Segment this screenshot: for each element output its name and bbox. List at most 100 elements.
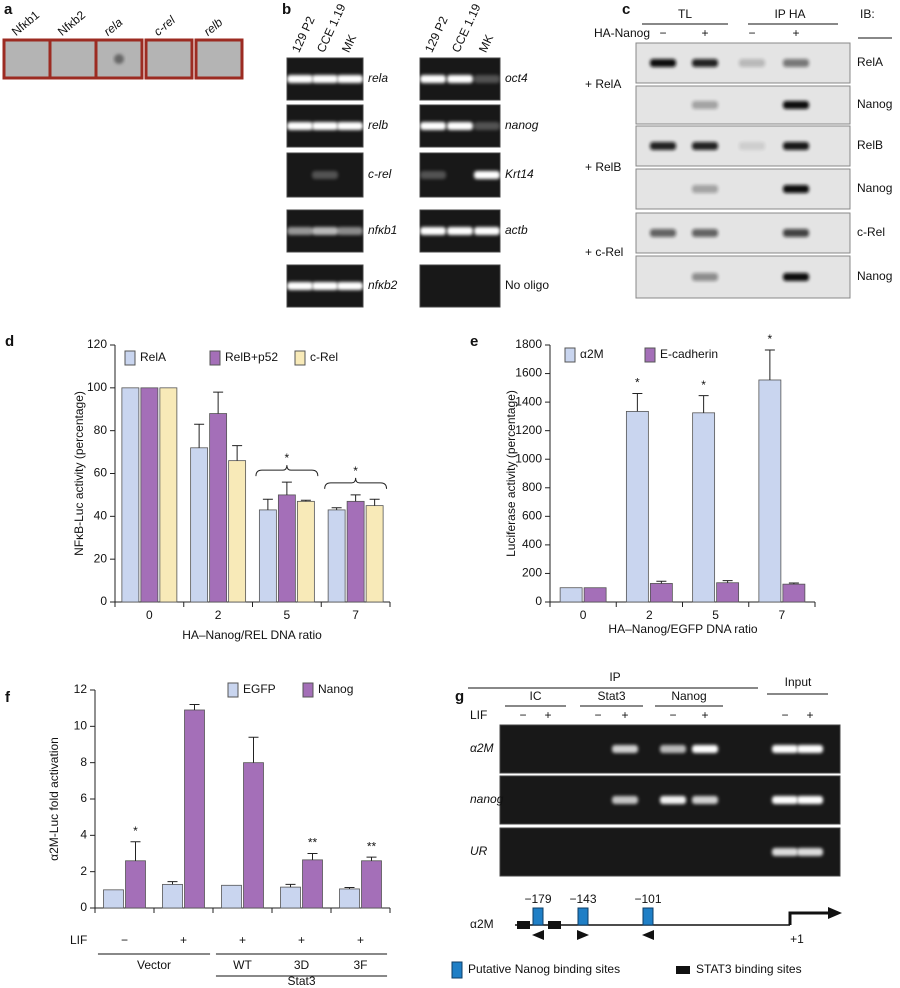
band <box>337 282 363 290</box>
error-bar <box>189 704 200 710</box>
error-bar <box>344 886 355 889</box>
sign: + <box>806 708 813 722</box>
band <box>772 745 798 753</box>
bar <box>280 886 301 909</box>
blot-label: RelB <box>857 138 883 152</box>
error-bar <box>366 856 377 861</box>
x-tick-label: 7 <box>352 608 359 622</box>
y-tick-label: 120 <box>87 337 107 351</box>
y-tick-label: 200 <box>522 566 542 580</box>
legend-label: E-cadherin <box>660 347 718 361</box>
band <box>287 282 313 290</box>
x-axis-label: HA–Nanog/REL DNA ratio <box>182 628 322 642</box>
bar <box>209 413 228 603</box>
x-tick-label: 0 <box>146 608 153 622</box>
y-tick-label: 80 <box>94 423 108 437</box>
band <box>783 101 809 109</box>
blot <box>635 255 851 299</box>
lif-label: LIF <box>470 708 487 722</box>
blot <box>635 168 851 210</box>
bar <box>125 860 146 909</box>
y-tick-label: 100 <box>87 380 107 394</box>
annotation: ** <box>367 839 377 853</box>
gene-label: nfκb1 <box>368 223 397 237</box>
bar <box>190 447 209 603</box>
bar <box>625 410 649 603</box>
band <box>287 122 313 130</box>
sign: + <box>701 26 708 40</box>
bar <box>277 494 296 603</box>
input-label: Input <box>785 675 812 689</box>
bar <box>692 412 716 603</box>
array-spot <box>48 38 98 80</box>
gel <box>499 827 841 877</box>
y-tick-label: 1600 <box>515 366 542 380</box>
bar <box>758 379 782 603</box>
group-label: IP HA <box>774 7 805 21</box>
site-label: −143 <box>569 892 596 906</box>
spot-signal <box>114 54 124 64</box>
panel-letter: c <box>622 1 630 18</box>
site-label: −179 <box>524 892 551 906</box>
tss-head <box>828 907 842 919</box>
gene-label: relb <box>201 15 226 39</box>
error-bar <box>248 736 259 763</box>
gene-label: nfκb2 <box>368 278 398 292</box>
panel-letter: b <box>282 1 291 18</box>
lif-label: LIF <box>70 933 87 947</box>
y-tick-label: 60 <box>94 466 108 480</box>
y-tick-label: 2 <box>80 864 87 878</box>
error-bar <box>300 499 311 502</box>
band <box>447 75 473 83</box>
antibody-label: IC <box>530 689 542 703</box>
lane-label: MK <box>339 32 359 54</box>
bar <box>339 888 360 909</box>
error-bar <box>632 393 643 412</box>
band <box>783 229 809 237</box>
legend-swatch <box>564 347 576 363</box>
error-bar <box>764 349 775 380</box>
band <box>287 227 313 235</box>
sign: − <box>594 708 601 722</box>
band <box>650 229 676 237</box>
legend-swatch <box>676 966 690 974</box>
annotation: * <box>353 464 358 478</box>
row-label: α2M <box>470 741 494 755</box>
y-tick-label: 0 <box>100 594 107 608</box>
bar <box>782 583 806 603</box>
legend-label: Nanog <box>318 682 353 696</box>
antibody-label: Stat3 <box>597 689 625 703</box>
bar <box>221 884 242 909</box>
legend-swatch <box>209 350 221 366</box>
sign: + <box>239 933 246 947</box>
band <box>797 745 823 753</box>
bar <box>140 387 159 603</box>
band <box>337 227 363 235</box>
annotation: * <box>701 378 706 392</box>
y-tick-label: 6 <box>80 791 87 805</box>
bar <box>327 509 346 603</box>
error-bar <box>698 395 709 413</box>
bar <box>121 387 140 603</box>
primer-arrow <box>577 930 589 940</box>
ib-label: IB: <box>860 7 875 21</box>
legend-swatch <box>294 350 306 366</box>
band <box>783 273 809 281</box>
gene-label: rela <box>368 71 388 85</box>
band <box>692 273 718 281</box>
band <box>337 122 363 130</box>
array-spot <box>144 38 194 80</box>
panel-letter: a <box>4 1 13 18</box>
bar <box>346 500 365 603</box>
bar <box>162 883 183 909</box>
gene-label: c-rel <box>151 13 178 39</box>
gene-label: c-rel <box>368 167 392 181</box>
sign: + <box>544 708 551 722</box>
gene-label: Nfκb1 <box>9 8 42 39</box>
error-bar <box>369 498 380 506</box>
blot-label: Nanog <box>857 97 892 111</box>
bar <box>243 762 264 909</box>
bracket <box>324 477 388 489</box>
band <box>612 745 638 753</box>
